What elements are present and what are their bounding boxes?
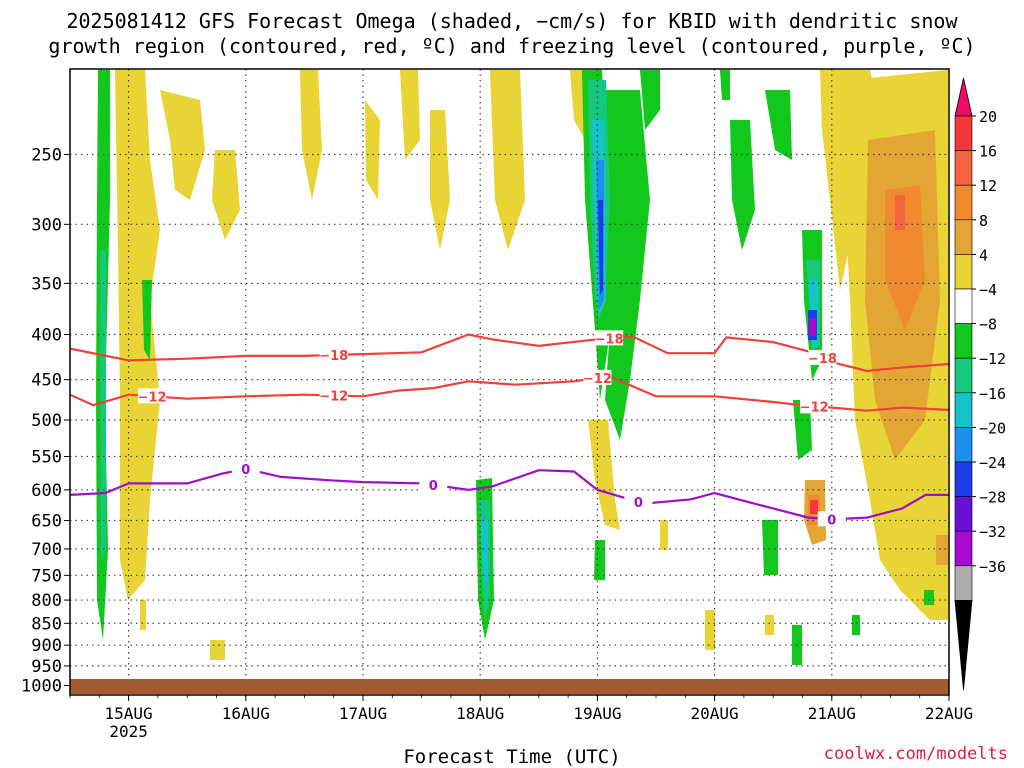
y-tick-label: 350 (31, 274, 62, 294)
y-tick-label: 850 (31, 614, 62, 634)
x-tick-label: 20AUG (691, 704, 739, 723)
x-axis: 15AUG 16AUG 17AUG 18AUG 19AUG 20AUG 21AUG 22AUG… (69, 695, 973, 741)
y-tick-label: 500 (31, 411, 62, 431)
colorbar-bin (954, 357, 973, 394)
contour-label: 0 (827, 513, 836, 528)
colorbar-bin (954, 565, 973, 601)
colorbar-label: 12 (979, 177, 997, 195)
x-axis-label: Forecast Time (UTC) (403, 746, 621, 768)
contour-label: 0 (241, 463, 250, 478)
colorbar-label: −28 (979, 489, 1006, 507)
colorbar-label: 8 (979, 212, 988, 230)
colorbar-bin (954, 496, 973, 532)
y-tick-label: 1000 (21, 677, 62, 697)
y-tick-label: 550 (31, 448, 62, 468)
colorbar-bin (954, 323, 973, 359)
contour-label: −18 (595, 332, 624, 347)
ground-surface (70, 679, 949, 694)
contour-label: −18 (808, 352, 837, 367)
contour-label: 0 (429, 479, 438, 494)
colorbar-top-arrow (954, 77, 973, 117)
contour-labels: −18 −18 −18 −12 −12 −12 −12 0 0 0 0 (138, 330, 846, 528)
colorbar-label: −8 (979, 316, 997, 334)
contour-label-bg (595, 330, 624, 346)
y-tick-label: 450 (31, 371, 62, 391)
x-tick-label: 16AUG (222, 704, 270, 723)
y-tick-label: 950 (31, 657, 62, 677)
contour-label-bg (808, 349, 837, 365)
colorbar-bin (954, 219, 973, 255)
colorbar-label: 4 (979, 246, 988, 264)
colorbar-label: −24 (979, 454, 1006, 472)
contour-label: −12 (800, 400, 829, 415)
x-tick-label: 22AUG (925, 704, 973, 723)
contour-label-bg (583, 369, 612, 385)
x-tick-label: 17AUG (339, 704, 387, 723)
x-tick-label: 18AUG (456, 704, 504, 723)
y-tick-label: 750 (31, 566, 62, 586)
x-tick-label: 19AUG (573, 704, 621, 723)
colorbar-label: −4 (979, 281, 997, 299)
colorbar-bin (954, 115, 973, 151)
colorbar-bin (954, 427, 973, 463)
contour-label-bg (319, 387, 348, 403)
y-tick-label: 900 (31, 636, 62, 656)
grid-lines (70, 69, 949, 695)
chart-title-line-2: growth region (contoured, red, ºC) and f… (48, 34, 976, 58)
colorbar-label: −12 (979, 350, 1006, 368)
y-tick-label: 800 (31, 591, 62, 611)
colorbar-bin (954, 461, 973, 497)
y-tick-label: 300 (31, 215, 62, 235)
contour-label-bg (319, 347, 348, 363)
contour-label: 0 (634, 496, 643, 511)
colorbar-bin (954, 288, 973, 324)
colorbar-label: −20 (979, 419, 1006, 437)
colorbar-bin (954, 530, 973, 567)
omega-shading (96, 70, 948, 665)
colorbar-bin (954, 254, 973, 290)
contour-label: −18 (319, 349, 348, 364)
colorbar: 20 16 12 8 4 −4 −8 −12 −16 −20 −24 −28 −32 −36 (954, 77, 1006, 691)
x-year-label: 2025 (109, 722, 148, 741)
colorbar-label: −36 (979, 558, 1006, 576)
x-tick-label: 15AUG (105, 704, 153, 723)
contour-label-bg (231, 460, 260, 476)
y-tick-label: 650 (31, 512, 62, 532)
contour-label-bg (817, 511, 846, 527)
colorbar-label: −16 (979, 385, 1006, 403)
colorbar-bin (954, 392, 973, 428)
y-tick-label: 700 (31, 540, 62, 560)
contour-label-bg (419, 477, 448, 493)
colorbar-label: 16 (979, 143, 997, 161)
y-axis: 2503003504004505005506006507007508008509… (21, 145, 70, 697)
chart-title-line-1: 2025081412 GFS Forecast Omega (shaded, −… (66, 9, 958, 33)
colorbar-bin (954, 150, 973, 186)
y-tick-label: 250 (31, 145, 62, 165)
contour-label: −12 (319, 389, 348, 404)
contour-label-bg (624, 493, 653, 509)
contour-label-bg (800, 398, 829, 414)
colorbar-bottom-arrow (954, 600, 973, 691)
colorbar-label: −32 (979, 523, 1006, 541)
x-tick-label: 21AUG (808, 704, 856, 723)
contour-label-bg (138, 388, 167, 404)
contour-label: −12 (583, 372, 612, 387)
credit-link[interactable]: coolwx.com/modelts (823, 744, 1008, 764)
colorbar-label: 20 (979, 108, 997, 126)
y-tick-label: 400 (31, 326, 62, 346)
colorbar-bin (954, 184, 973, 221)
contour-label: −12 (138, 390, 167, 405)
y-tick-label: 600 (31, 481, 62, 501)
